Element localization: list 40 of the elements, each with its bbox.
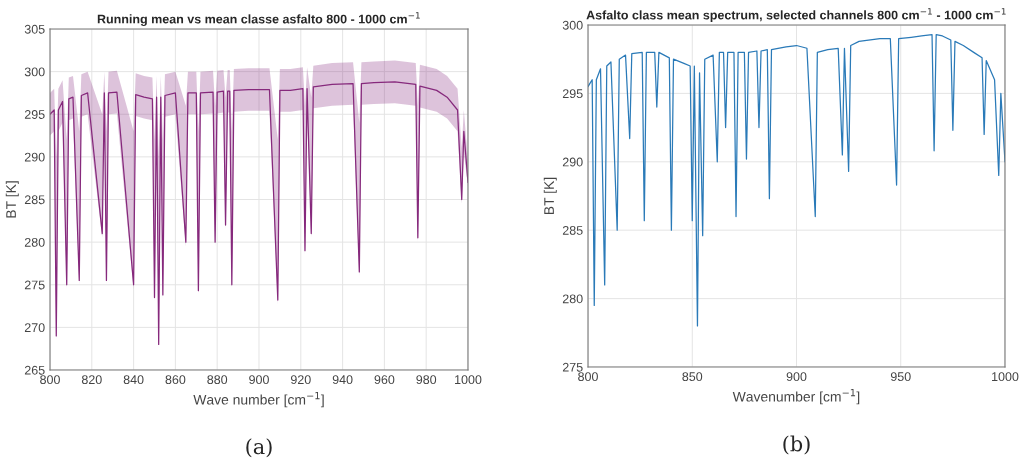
- y-tick-label: 275: [24, 280, 45, 290]
- y-tick-label: 285: [24, 195, 45, 205]
- x-tick-label: 840: [123, 375, 144, 385]
- y-tick-label: 300: [24, 67, 45, 77]
- x-tick-label: 860: [165, 375, 186, 385]
- y-tick-label: 285: [562, 226, 583, 235]
- y-tick-label: 305: [24, 24, 45, 34]
- x-tick-label: 800: [578, 372, 598, 382]
- x-tick-label: 940: [332, 375, 353, 385]
- chart-title: Asfalto class mean spectrum, selected channels 800 cm$^{−1}$ - 1000 cm$^{−1}$: [586, 8, 1006, 22]
- x-tick-label: 980: [416, 375, 437, 385]
- line-series: [588, 33, 1005, 327]
- y-tick-label: 265: [24, 365, 45, 375]
- y-tick-label: 295: [562, 89, 583, 99]
- x-tick-label: 820: [81, 375, 102, 385]
- x-tick-label: 1000: [455, 375, 482, 385]
- y-tick-label: 280: [24, 237, 45, 247]
- y-tick-label: 280: [562, 294, 583, 304]
- text: (b): [783, 435, 810, 455]
- y-tick-label: 290: [24, 152, 45, 162]
- y-tick-label: 300: [562, 20, 583, 30]
- x-tick-label: 900: [786, 372, 807, 382]
- x-axis-title: Wavenumber [cm$^{−1}$]: [732, 389, 860, 405]
- chart-title: Running mean vs mean classe asfalto 800 - 1000 cm$^{−1}$: [97, 12, 420, 27]
- x-tick-label: 800: [40, 375, 60, 385]
- y-tick-label: 295: [24, 110, 45, 119]
- y-axis-title: BT [K]: [543, 177, 557, 215]
- x-tick-label: 850: [682, 372, 703, 382]
- text: (a): [246, 438, 272, 458]
- y-tick-label: 270: [24, 323, 45, 333]
- x-tick-label: 1000: [992, 372, 1019, 382]
- x-axis-title: Wave number [cm$^{−1}$]: [193, 392, 324, 408]
- x-tick-label: 880: [207, 375, 228, 385]
- x-tick-label: 960: [374, 375, 395, 385]
- x-tick-label: 950: [890, 372, 911, 382]
- x-tick-label: 900: [249, 375, 269, 385]
- y-axis-title: BT [K]: [5, 181, 19, 218]
- y-tick-label: 275: [562, 362, 583, 372]
- y-tick-label: 290: [562, 157, 583, 167]
- x-tick-label: 920: [290, 375, 311, 385]
